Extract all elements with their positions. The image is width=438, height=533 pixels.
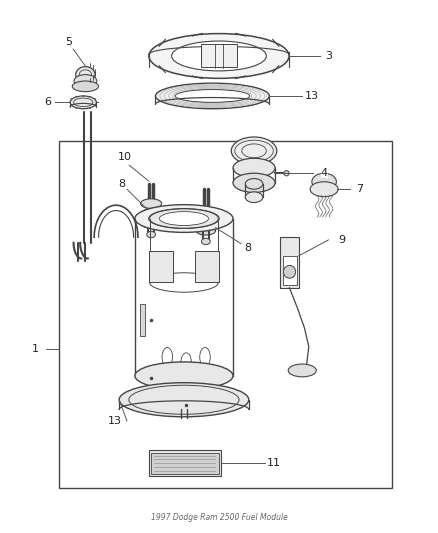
Bar — [59, 141, 392, 488]
Text: 13: 13 — [305, 91, 319, 101]
Ellipse shape — [245, 179, 263, 189]
Ellipse shape — [159, 212, 208, 225]
Text: 5: 5 — [65, 37, 72, 47]
Ellipse shape — [141, 199, 162, 208]
Ellipse shape — [172, 41, 266, 71]
Ellipse shape — [195, 208, 216, 218]
Ellipse shape — [149, 34, 289, 78]
Ellipse shape — [196, 227, 215, 235]
Ellipse shape — [135, 205, 233, 232]
Text: 4: 4 — [321, 168, 328, 178]
Text: 13: 13 — [108, 416, 122, 426]
Bar — [283, 256, 297, 285]
Text: 3: 3 — [325, 51, 332, 61]
Ellipse shape — [196, 217, 215, 225]
Ellipse shape — [72, 81, 99, 92]
Ellipse shape — [147, 231, 155, 238]
Ellipse shape — [175, 90, 250, 102]
Ellipse shape — [201, 238, 210, 245]
Ellipse shape — [310, 182, 338, 197]
Text: 10: 10 — [118, 152, 132, 162]
Ellipse shape — [70, 96, 96, 109]
Text: 8: 8 — [118, 179, 125, 189]
Ellipse shape — [233, 158, 275, 177]
Bar — [201, 44, 237, 67]
Ellipse shape — [148, 208, 219, 229]
Ellipse shape — [288, 364, 316, 377]
Ellipse shape — [231, 137, 277, 165]
Ellipse shape — [76, 67, 95, 83]
Text: 11: 11 — [267, 458, 281, 468]
Text: 1: 1 — [32, 344, 39, 354]
Ellipse shape — [233, 173, 275, 192]
Ellipse shape — [74, 75, 97, 87]
Ellipse shape — [135, 362, 233, 390]
Bar — [149, 450, 221, 476]
Bar — [140, 304, 145, 336]
Ellipse shape — [284, 171, 289, 176]
Text: 9: 9 — [338, 235, 345, 245]
Ellipse shape — [245, 192, 263, 203]
Ellipse shape — [155, 83, 269, 109]
Bar — [149, 251, 173, 282]
Bar — [280, 237, 299, 288]
Text: 8: 8 — [244, 243, 251, 253]
Ellipse shape — [141, 209, 161, 217]
Text: 7: 7 — [356, 184, 363, 194]
Ellipse shape — [312, 173, 336, 190]
Text: 1997 Dodge Ram 2500 Fuel Module: 1997 Dodge Ram 2500 Fuel Module — [151, 513, 287, 521]
Ellipse shape — [141, 220, 161, 228]
Ellipse shape — [119, 383, 249, 417]
Bar — [195, 251, 219, 282]
Ellipse shape — [283, 265, 296, 278]
Bar — [151, 453, 219, 474]
Text: 6: 6 — [44, 98, 51, 107]
